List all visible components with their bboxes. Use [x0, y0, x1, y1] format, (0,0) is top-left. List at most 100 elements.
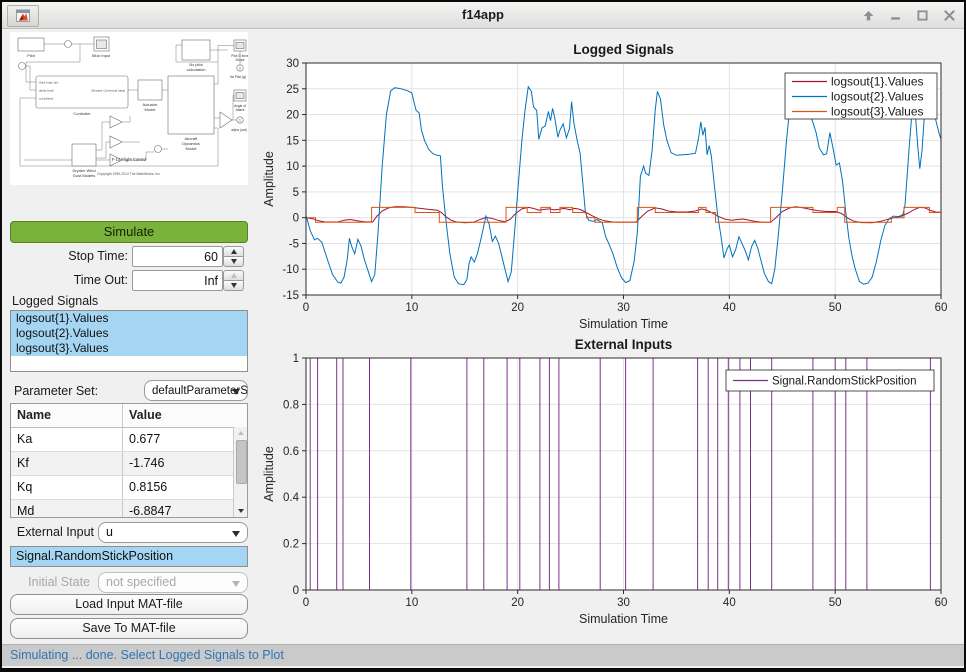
svg-text:Attack: Attack	[236, 108, 245, 112]
initial-state-label: Initial State	[28, 575, 90, 589]
maximize-icon	[916, 9, 928, 21]
status-bar: Simulating ... done. Select Logged Signa…	[2, 644, 964, 666]
time-out-stepper-down[interactable]	[223, 280, 244, 291]
scroll-down-button[interactable]	[234, 505, 247, 517]
logged-signals-label: Logged Signals	[12, 294, 99, 308]
table-row[interactable]: Md -6.8847	[11, 500, 247, 518]
list-item-logsout3[interactable]: logsout{3}.Values	[11, 341, 247, 356]
svg-text:Logged Signals: Logged Signals	[573, 42, 674, 57]
svg-text:Gust Models: Gust Models	[73, 173, 95, 178]
svg-text:30: 30	[617, 597, 630, 609]
svg-text:-5: -5	[289, 238, 299, 250]
svg-text:5: 5	[293, 187, 299, 199]
svg-text:logsout{2}.Values: logsout{2}.Values	[831, 90, 924, 104]
external-inputs-chart: 0 10 20 30 40 50 60 0 0.2 0.4 0.6 0.8 1 External Inpu…	[262, 337, 948, 626]
window-controls	[861, 6, 956, 24]
list-item-logsout1[interactable]: logsout{1}.Values	[11, 311, 247, 326]
svg-text:Angle of: Angle of	[234, 104, 246, 108]
control-panel: Pilot Stick Input Controller Actuator Mo…	[2, 28, 260, 644]
stop-time-stepper-down[interactable]	[223, 256, 244, 267]
svg-text:50: 50	[829, 597, 842, 609]
initial-state-value: not specified	[106, 575, 177, 589]
svg-text:External Inputs: External Inputs	[575, 337, 673, 352]
scrollbar-thumb[interactable]	[236, 440, 247, 484]
chevron-down-icon	[232, 389, 240, 395]
table-row[interactable]: Kq 0.8156	[11, 476, 247, 500]
diagram-copyright: Copyright 1990-2014 The MathWorks, Inc.	[97, 172, 161, 176]
svg-text:Nz Pilot (g): Nz Pilot (g)	[230, 75, 246, 79]
save-mat-file-button[interactable]: Save To MAT-file	[10, 618, 248, 639]
svg-text:Scope: Scope	[235, 58, 244, 62]
svg-text:20: 20	[286, 110, 299, 122]
svg-text:50: 50	[829, 302, 842, 314]
minimize-icon	[890, 16, 900, 20]
svg-text:Pilot G force: Pilot G force	[231, 54, 248, 58]
svg-text:Nz pilot: Nz pilot	[189, 62, 203, 67]
svg-text:10: 10	[405, 597, 418, 609]
param-name-cell: Md	[11, 500, 123, 517]
svg-text:Amplitude: Amplitude	[262, 446, 276, 502]
param-value-cell[interactable]: -6.8847	[129, 504, 172, 518]
arrow-up-icon	[230, 273, 237, 278]
svg-text:20: 20	[511, 302, 524, 314]
svg-text:20: 20	[511, 597, 524, 609]
svg-text:0: 0	[293, 213, 299, 225]
column-header-name: Name	[11, 404, 123, 427]
svg-text:Elevator Command (deg): Elevator Command (deg)	[91, 89, 125, 93]
chevron-down-icon	[232, 531, 240, 537]
param-value-cell[interactable]: -1.746	[129, 456, 165, 470]
chevron-down-icon	[232, 581, 240, 587]
svg-text:25: 25	[286, 84, 299, 96]
svg-text:0.4: 0.4	[283, 492, 300, 504]
svg-text:Simulation Time: Simulation Time	[579, 612, 668, 626]
svg-text:logsout{1}.Values: logsout{1}.Values	[831, 75, 924, 89]
list-item-logsout2[interactable]: logsout{2}.Values	[11, 326, 247, 341]
svg-text:30: 30	[617, 302, 630, 314]
time-out-label: Time Out:	[73, 273, 128, 287]
svg-text:60: 60	[935, 302, 948, 314]
svg-text:Stick Input (in): Stick Input (in)	[39, 81, 58, 85]
scroll-up-button[interactable]	[234, 427, 247, 439]
close-button[interactable]	[942, 8, 956, 22]
svg-text:0: 0	[293, 585, 299, 597]
table-row[interactable]: Kf -1.746	[11, 452, 247, 476]
param-value-cell[interactable]: 0.677	[129, 432, 161, 446]
load-mat-file-button[interactable]: Load Input MAT-file	[10, 594, 248, 615]
shade-button[interactable]	[861, 8, 875, 22]
parameter-set-dropdown[interactable]: defaultParameterSet	[144, 380, 248, 401]
list-item-random-stick[interactable]: Signal.RandomStickPosition	[11, 547, 247, 566]
param-name-cell: Kq	[11, 476, 123, 499]
simulate-button[interactable]: Simulate	[10, 221, 248, 243]
svg-text:Signal.RandomStickPosition: Signal.RandomStickPosition	[772, 376, 916, 388]
external-input-dropdown[interactable]: u	[98, 522, 248, 543]
stop-time-stepper	[223, 246, 244, 267]
svg-text:Aircraft: Aircraft	[185, 136, 199, 141]
time-out-input[interactable]	[132, 270, 223, 291]
minimize-button[interactable]	[888, 8, 902, 22]
parameter-table: Name Value Ka 0.677 Kf -1.746 Kq 0.8156 …	[10, 403, 248, 518]
svg-text:10: 10	[405, 302, 418, 314]
maximize-button[interactable]	[915, 8, 929, 22]
stop-time-input[interactable]	[132, 246, 223, 267]
parameter-set-label: Parameter Set:	[14, 384, 99, 398]
external-input-label: External Input	[16, 525, 94, 539]
arrow-down-icon	[230, 259, 237, 264]
svg-text:logsout{3}.Values: logsout{3}.Values	[831, 105, 924, 119]
svg-text:60: 60	[935, 597, 948, 609]
diagram-controller-label: Controller	[73, 111, 91, 116]
diagram-pilot-label: Pilot	[27, 53, 36, 58]
svg-text:alpha (rad): alpha (rad)	[39, 89, 54, 93]
svg-text:-15: -15	[282, 290, 299, 302]
logged-signals-listbox: logsout{1}.Values logsout{2}.Values logs…	[10, 310, 248, 372]
svg-text:alpha (rad): alpha (rad)	[231, 128, 246, 132]
svg-text:40: 40	[723, 302, 736, 314]
table-row[interactable]: Ka 0.677	[11, 428, 247, 452]
diagram-title: F-14 Flight Control	[112, 157, 147, 162]
param-value-cell[interactable]: 0.8156	[129, 480, 168, 494]
window-icon-button[interactable]	[7, 5, 39, 27]
table-scrollbar[interactable]	[233, 427, 247, 517]
diagram-stick-input-label: Stick Input	[92, 53, 112, 58]
param-name-cell: Kf	[11, 452, 123, 475]
svg-text:calculation: calculation	[187, 67, 206, 72]
svg-text:10: 10	[286, 161, 299, 173]
